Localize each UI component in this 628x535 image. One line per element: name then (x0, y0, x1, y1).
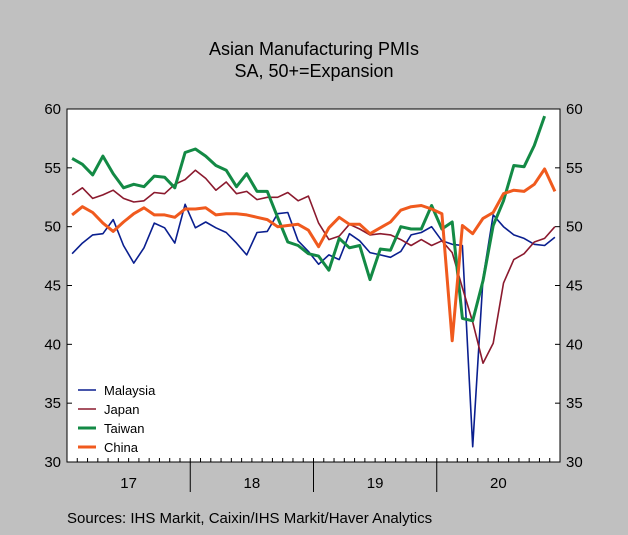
y-tick-label-left: 55 (44, 160, 61, 177)
legend-label-taiwan: Taiwan (104, 421, 144, 436)
plot-area (66, 108, 561, 463)
legend-label-japan: Japan (104, 402, 139, 417)
source-note: Sources: IHS Markit, Caixin/IHS Markit/H… (67, 510, 432, 527)
series-line-japan (71, 169, 556, 365)
y-tick-label-left: 60 (44, 101, 61, 118)
y-tick-label-right: 30 (566, 454, 583, 471)
series-line-taiwan (71, 115, 547, 323)
y-tick-label-left: 45 (44, 278, 61, 295)
y-tick-label-left: 40 (44, 336, 61, 353)
chart-title: Asian Manufacturing PMIs (209, 39, 419, 59)
x-tick-label: 20 (490, 475, 507, 492)
y-tick-label-right: 35 (566, 395, 583, 412)
y-tick-label-right: 55 (566, 160, 583, 177)
y-tick-label-left: 50 (44, 219, 61, 236)
legend: Malaysia Japan Taiwan China (78, 383, 156, 455)
y-tick-label-left: 30 (44, 454, 61, 471)
y-tick-label-right: 40 (566, 336, 583, 353)
y-tick-label-right: 50 (566, 219, 583, 236)
x-tick-label: 19 (367, 475, 384, 492)
chart-subtitle: SA, 50+=Expansion (234, 61, 393, 81)
series-line-china (71, 167, 557, 343)
series-line-malaysia (71, 203, 556, 448)
legend-label-china: China (104, 440, 139, 455)
legend-label-malaysia: Malaysia (104, 383, 156, 398)
x-tick-label: 18 (244, 475, 261, 492)
x-tick-label: 17 (120, 475, 137, 492)
y-tick-label-left: 35 (44, 395, 61, 412)
y-tick-label-right: 60 (566, 101, 583, 118)
y-tick-label-right: 45 (566, 278, 583, 295)
axis-ticks-layer: 30 30 35 35 40 40 45 45 50 50 55 55 60 60 17 18 19 20 (44, 101, 583, 492)
series-layer (71, 115, 557, 448)
